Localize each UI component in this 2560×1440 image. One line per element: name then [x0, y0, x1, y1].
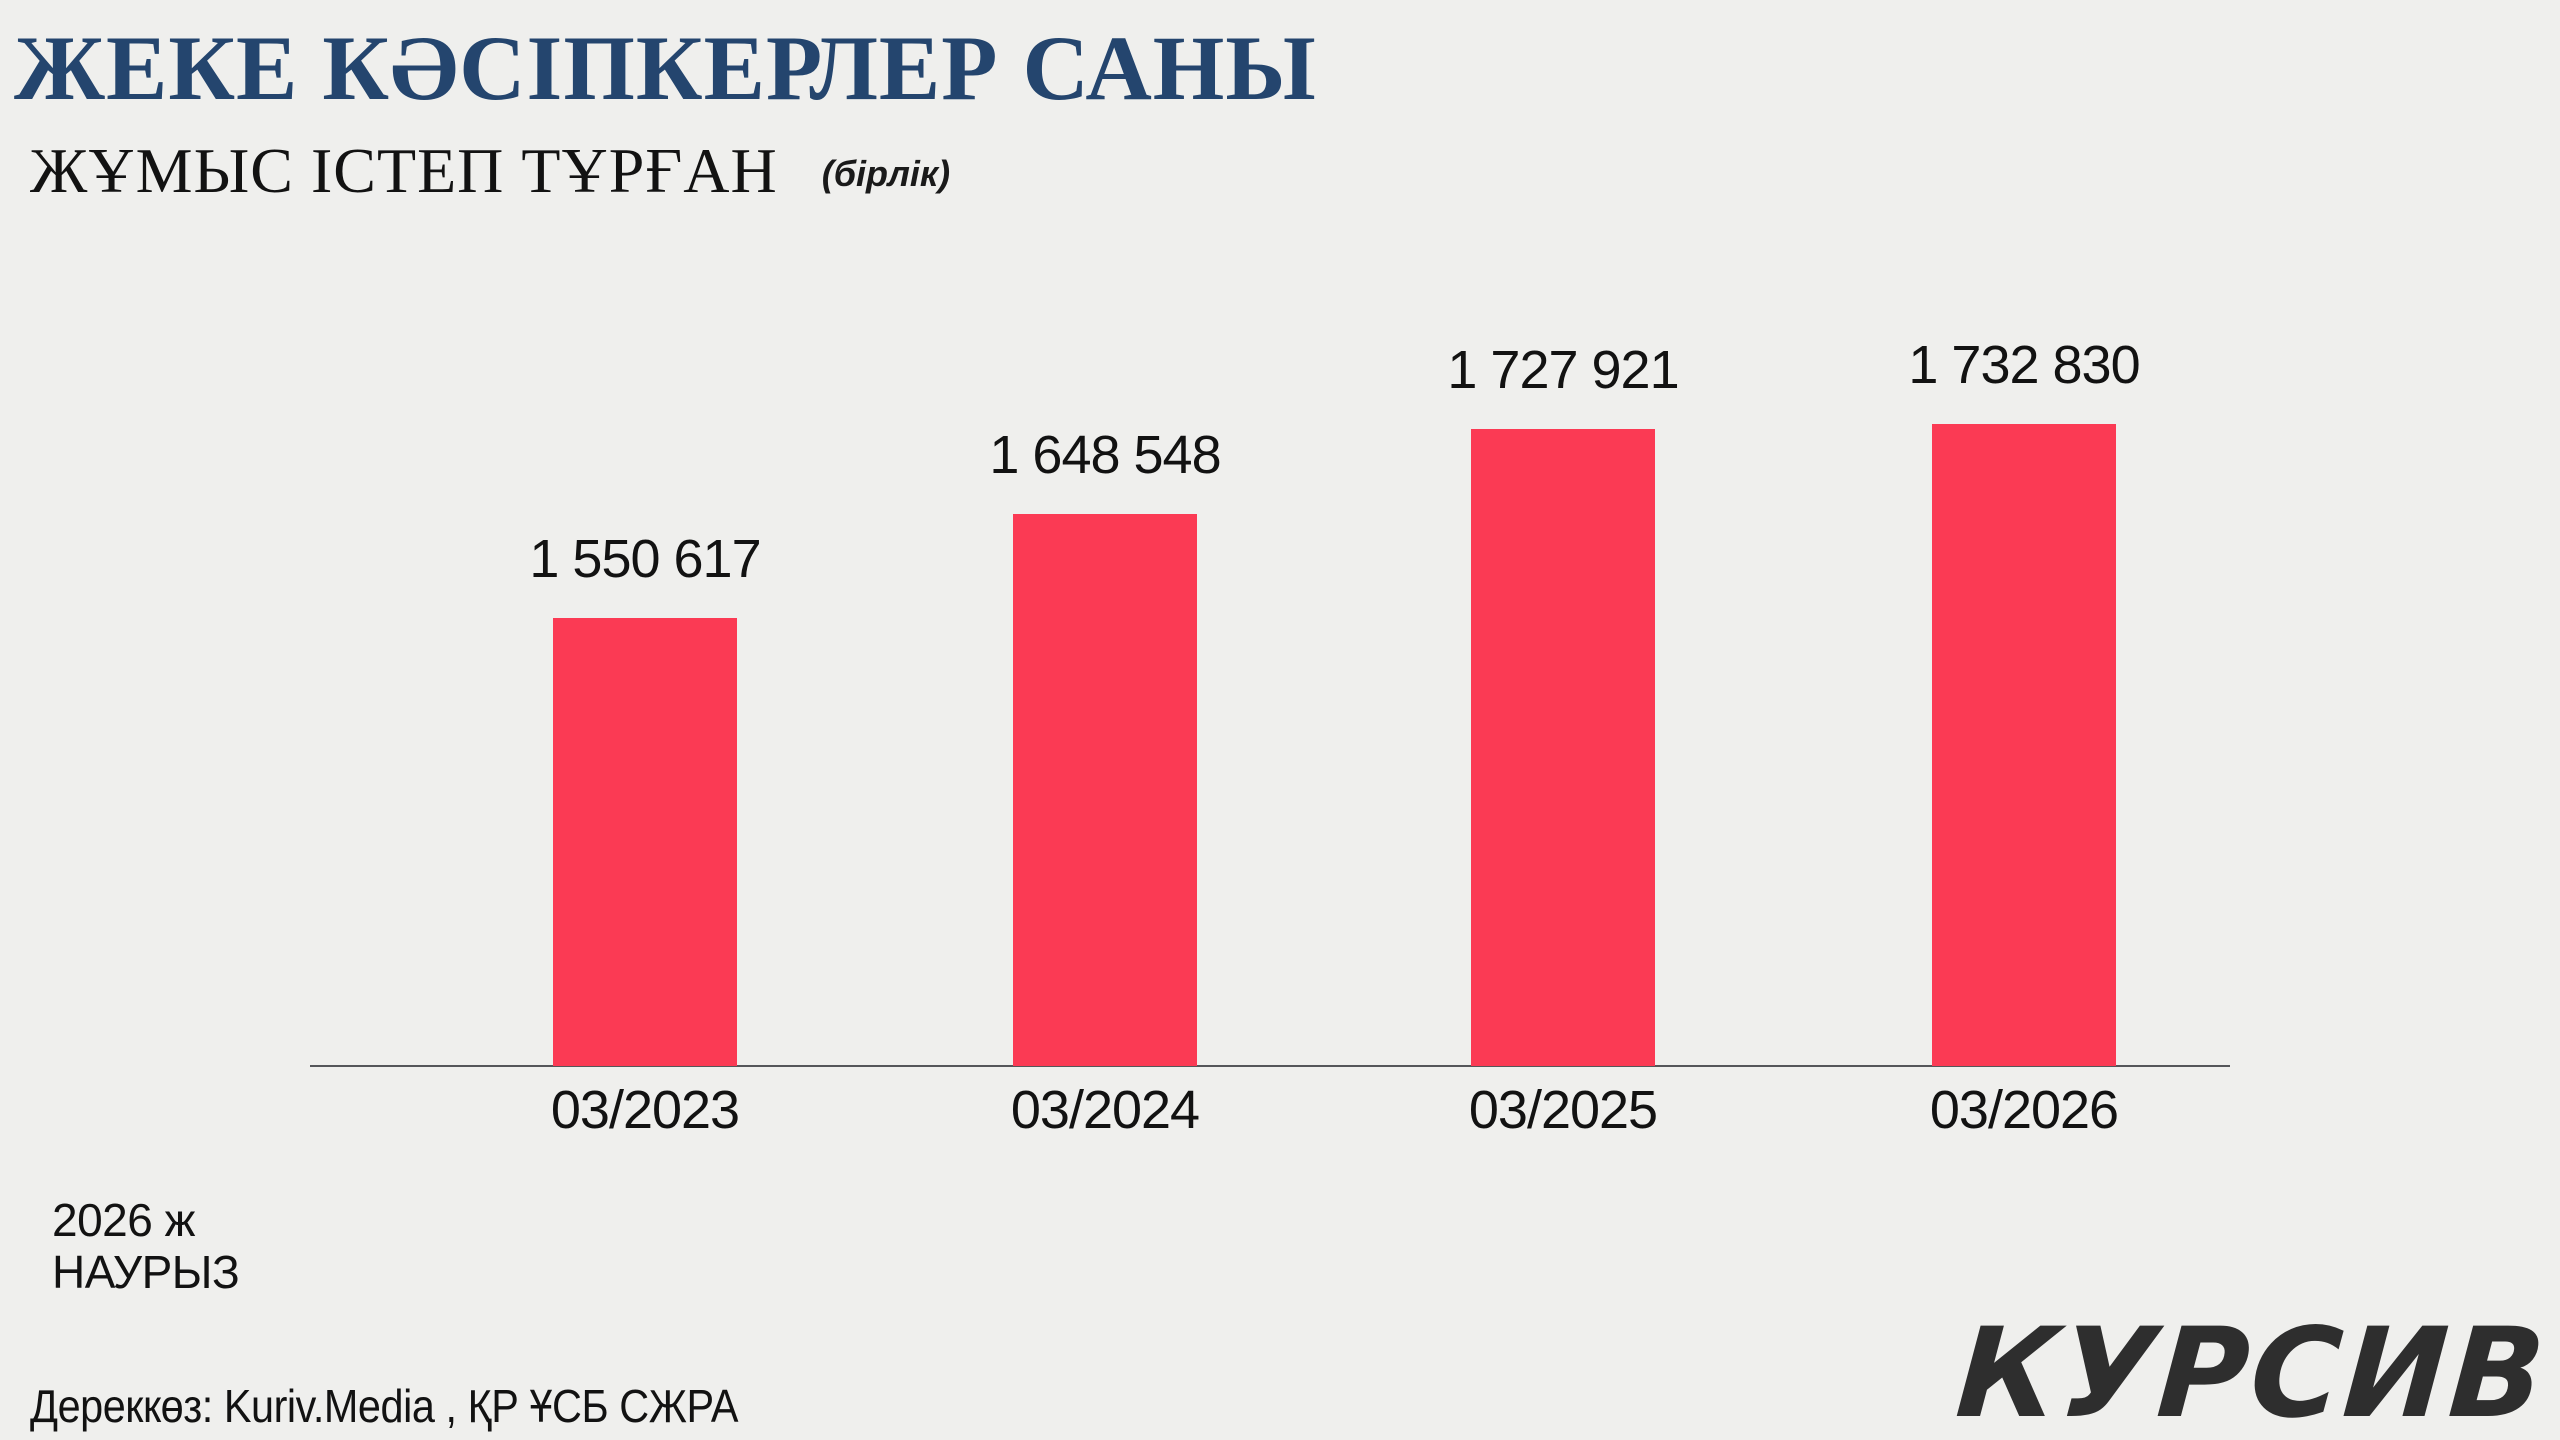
x-axis-label: 03/2026 — [1929, 1080, 2119, 1140]
bar-value-label: 1 727 921 — [1447, 340, 1679, 400]
period-year: 2026 ж — [52, 1194, 195, 1246]
bar — [553, 618, 737, 1066]
x-axis-line — [310, 1065, 2230, 1067]
period-note: 2026 ж НАУРЫЗ — [52, 1194, 240, 1298]
brand-logo: КУРСИВ — [1951, 1302, 2552, 1440]
period-month: НАУРЫЗ — [52, 1246, 240, 1298]
x-axis-label: 03/2024 — [1010, 1080, 1200, 1140]
page-title: ЖЕКЕ КӘСІПКЕРЛЕР САНЫ — [14, 17, 1317, 119]
unit-note: (бірлік) — [821, 153, 951, 194]
x-axis-label: 03/2023 — [550, 1080, 740, 1140]
bar — [1013, 514, 1197, 1066]
bar-value-label: 1 648 548 — [989, 425, 1221, 485]
source-note: Дереккөз: Kuriv.Media , ҚР ҰСБ СЖРА — [30, 1380, 739, 1432]
bar-value-label: 1 550 617 — [529, 529, 761, 589]
page-subtitle: ЖҰМЫС ІСТЕП ТҰРҒАН — [30, 135, 778, 206]
x-axis-label: 03/2025 — [1468, 1080, 1658, 1140]
bar — [1932, 424, 2116, 1066]
bar — [1471, 429, 1655, 1066]
subtitle-row: ЖҰМЫС ІСТЕП ТҰРҒАН (бірлік) — [30, 135, 951, 206]
bar-value-label: 1 732 830 — [1908, 335, 2140, 395]
